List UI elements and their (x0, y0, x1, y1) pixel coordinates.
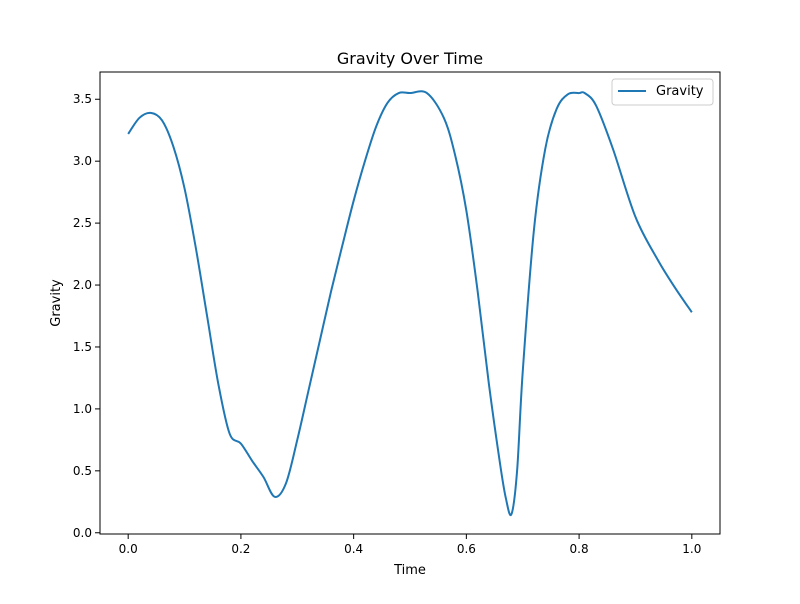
x-tick-label: 0.4 (344, 542, 363, 556)
y-tick-label: 0.5 (73, 464, 92, 478)
x-tick-label: 0.6 (457, 542, 476, 556)
legend-box (611, 78, 714, 106)
series-layer (127, 90, 693, 517)
y-tick-label: 1.0 (73, 402, 92, 416)
y-tick-label: 1.5 (73, 340, 92, 354)
x-tick-label: 1.0 (682, 542, 701, 556)
y-tick-label: 3.5 (73, 92, 92, 106)
chart-title: Gravity Over Time (337, 49, 483, 68)
legend: Gravity (611, 78, 714, 106)
x-axis: 0.0 0.2 0.4 0.6 0.8 1.0 (119, 534, 701, 556)
x-tick-label: 0.2 (231, 542, 250, 556)
plot-area (99, 71, 721, 535)
y-tick-label: 2.0 (73, 278, 92, 292)
x-tick-label: 0.8 (570, 542, 589, 556)
axes-frame (99, 71, 721, 535)
y-axis: 0.0 0.5 1.0 1.5 2.0 2.5 3.0 3.5 (73, 92, 100, 540)
x-axis-label: Time (393, 563, 426, 578)
y-axis-label: Gravity (49, 279, 64, 327)
y-tick-label: 2.5 (73, 216, 92, 230)
series-line-gravity (127, 90, 693, 517)
y-tick-label: 3.0 (73, 154, 92, 168)
x-tick-label: 0.0 (119, 542, 138, 556)
y-tick-label: 0.0 (73, 526, 92, 540)
legend-series-label: Gravity (656, 84, 704, 99)
